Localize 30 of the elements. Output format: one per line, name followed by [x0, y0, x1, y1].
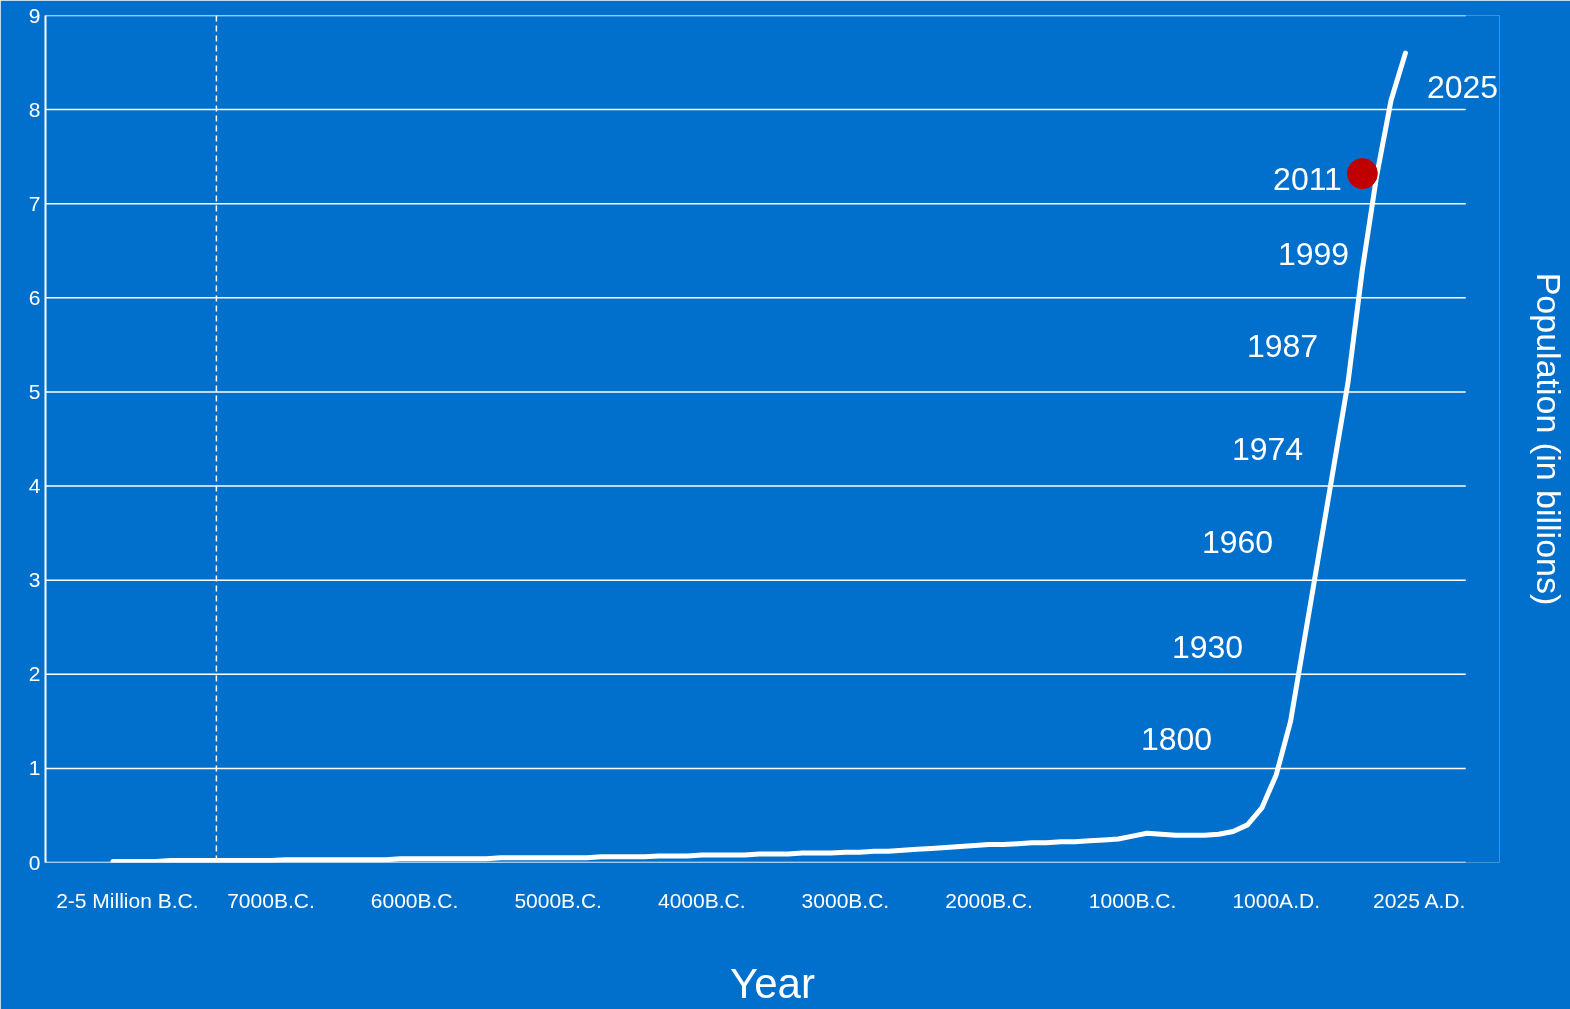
- x-tick-label: 6000B.C.: [370, 888, 459, 912]
- x-tick-label: 4000B.C.: [658, 888, 746, 912]
- annotation: 1987: [1246, 327, 1319, 364]
- y-tick-label: 3: [28, 568, 41, 592]
- x-tick-label: 2025 A.D.: [1373, 888, 1466, 912]
- y-tick-label: 4: [28, 474, 41, 498]
- annotation: 1974: [1231, 430, 1304, 467]
- annotation: 1800: [1140, 720, 1213, 757]
- x-tick-label: 5000B.C.: [514, 888, 602, 912]
- y-tick-label: 9: [28, 3, 41, 27]
- y-tick-label: 0: [28, 850, 41, 874]
- annotation: 2011: [1273, 160, 1342, 197]
- x-tick-label: 2000B.C.: [945, 888, 1033, 912]
- y-tick-label: 6: [28, 285, 41, 309]
- y-tick-label: 8: [28, 97, 41, 121]
- y-tick-label: 2: [28, 662, 41, 686]
- x-axis-title: Year: [730, 959, 815, 1007]
- x-tick-label: 3000B.C.: [801, 888, 890, 912]
- x-tick-label: 1000A.D.: [1232, 888, 1320, 912]
- y-tick-label: 5: [28, 379, 41, 403]
- x-tick-label: 2-5 Million B.C.: [56, 888, 199, 912]
- annotation: 2025: [1426, 68, 1499, 105]
- y-tick-label: 1: [28, 756, 41, 780]
- annotation: 1999: [1277, 235, 1350, 272]
- y-tick-label: 7: [28, 191, 41, 215]
- annotation: 1960: [1201, 523, 1274, 560]
- y2-axis-title: Population (in billions): [1529, 272, 1568, 606]
- annotation: 1930: [1171, 628, 1244, 665]
- x-tick-label: 7000B.C.: [227, 888, 315, 912]
- x-tick-label: 1000B.C.: [1088, 888, 1177, 912]
